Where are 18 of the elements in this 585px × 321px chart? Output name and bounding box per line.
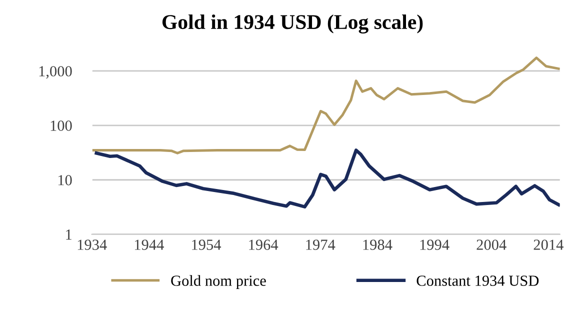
chart-title: Gold in 1934 USD (Log scale) xyxy=(162,14,423,34)
x-tick-label: 1994 xyxy=(420,240,450,250)
x-tick-label: 1964 xyxy=(249,240,278,250)
x-tick-label: 1954 xyxy=(192,240,222,250)
legend-label: Constant 1934 USD xyxy=(416,276,539,286)
legend-label: Gold nom price xyxy=(171,275,266,289)
x-tick-label: 2014 xyxy=(534,240,564,250)
x-tick-label: 1974 xyxy=(306,240,336,250)
line-series xyxy=(92,56,560,154)
y-tick-label: 100 xyxy=(50,120,72,131)
x-tick-label: 1984 xyxy=(363,240,392,250)
x-tick-label: 1944 xyxy=(134,240,164,250)
x-tick-label: 2004 xyxy=(476,240,506,250)
y-tick-label: 1 xyxy=(66,230,72,240)
x-tick-label: 1934 xyxy=(78,240,107,250)
line-series xyxy=(94,148,560,208)
y-tick-label: 1,000 xyxy=(39,66,72,79)
y-tick-label: 10 xyxy=(58,175,72,186)
